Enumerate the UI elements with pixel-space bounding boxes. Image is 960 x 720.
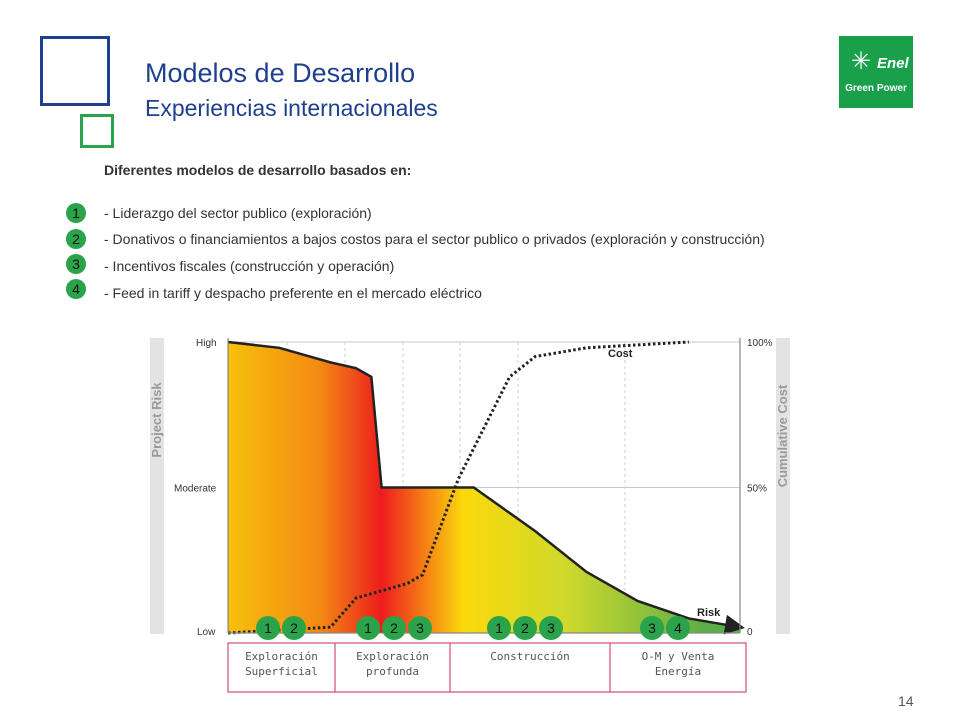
page-subtitle: Experiencias internacionales (145, 95, 438, 121)
phase-marker-circle (513, 616, 537, 640)
phase-marker-circle (282, 616, 306, 640)
phase-marker-circle (487, 616, 511, 640)
left-axis-title: Project Risk (149, 382, 164, 458)
phase-marker-circle (382, 616, 406, 640)
phase-marker-number: 2 (290, 620, 298, 636)
phase-marker-number: 3 (648, 620, 656, 636)
phase-marker-number: 2 (390, 620, 398, 636)
phase-box-outline (227, 642, 747, 693)
risk-area (228, 342, 740, 633)
left-axis-band (150, 338, 164, 634)
item-number-badge: 2 (66, 229, 86, 249)
page-title: Modelos de Desarrollo (145, 58, 416, 88)
page-number: 14 (898, 693, 914, 709)
decor-square-green (80, 114, 114, 148)
phase-marker-circle (640, 616, 664, 640)
phase-marker-number: 4 (674, 620, 682, 636)
right-tick-label: 0 (747, 627, 753, 638)
phase-label: Construcción (490, 650, 569, 663)
phase-marker-number: 1 (364, 620, 372, 636)
cost-series-label: Cost (608, 348, 633, 360)
logo-brand: Enel (877, 55, 909, 72)
phase-label: Exploración Superficial (245, 650, 318, 678)
phase-marker-circle (408, 616, 432, 640)
phase-marker-number: 3 (416, 620, 424, 636)
phase-label: O-M y Venta Energía (642, 650, 715, 678)
phase-markers: 1 2 1 2 3 1 2 3 3 4 (256, 616, 690, 640)
risk-series-label: Risk (697, 607, 721, 619)
right-tick-label: 50% (747, 484, 767, 495)
right-axis-band (776, 338, 790, 634)
left-tick-label: High (196, 338, 217, 349)
phase-marker-circle (539, 616, 563, 640)
list-item: - Feed in tariff y despacho preferente e… (104, 285, 482, 301)
chart-labels: High Moderate Low 100% 50% 0 Project Risk Cumul… (149, 338, 790, 638)
phase-boxes: Exploración Superficial Exploración profund… (227, 642, 747, 693)
left-tick-label: Moderate (174, 484, 217, 495)
phase-label: Exploración profunda (356, 650, 429, 678)
left-tick-label: Low (197, 627, 216, 638)
phase-marker-circle (356, 616, 380, 640)
right-axis-title: Cumulative Cost (775, 384, 790, 487)
list-item: - Donativos o financiamientos a bajos co… (104, 231, 765, 247)
list-item: - Liderazgo del sector publico (explorac… (104, 205, 372, 221)
phase-marker-number: 2 (521, 620, 529, 636)
item-number-badge: 1 (66, 203, 86, 223)
risk-line (227, 340, 745, 635)
item-number-badge: 3 (66, 254, 86, 274)
cost-line (227, 340, 689, 635)
logo-subtitle: Green Power (845, 83, 907, 94)
phase-marker-circle (666, 616, 690, 640)
phase-marker-number: 1 (264, 620, 272, 636)
enel-logo: ✳ Enel Green Power (839, 36, 913, 108)
list-item: - Incentivos fiscales (construcción y op… (104, 258, 395, 274)
phase-marker-circle (256, 616, 280, 640)
phase-marker-number: 1 (495, 620, 503, 636)
sun-logo-icon: ✳ (851, 48, 872, 75)
phase-marker-number: 3 (547, 620, 555, 636)
decor-square-blue (40, 36, 110, 106)
item-number-badge: 4 (66, 279, 86, 299)
right-tick-label: 100% (747, 338, 773, 349)
intro-text: Diferentes modelos de desarrollo basados… (104, 162, 412, 178)
